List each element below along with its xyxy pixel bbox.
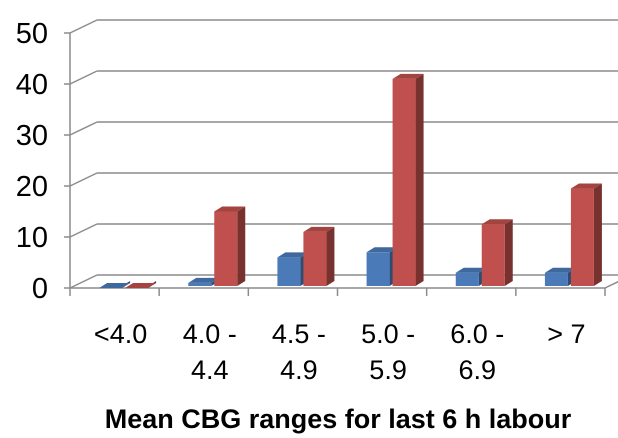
x-tick-label: 6.0 -6.9	[450, 319, 504, 385]
bar	[570, 183, 602, 286]
x-axis: <4.0 4.0 -4.4 4.5 -4.9 5.0 -5.9 6.0 -6.9 > 7	[94, 319, 586, 385]
x-tick-label: > 7	[547, 319, 585, 349]
bar	[392, 73, 424, 287]
y-tick-label: 20	[16, 171, 48, 203]
bar	[214, 206, 246, 286]
gridline-side	[69, 223, 98, 238]
x-tick-label: 5.0 -5.9	[361, 319, 415, 385]
x-tick-label: 4.0 -4.4	[183, 319, 237, 385]
x-axis-title: Mean CBG ranges for last 6 h labour	[105, 404, 572, 434]
y-tick-label: 50	[16, 18, 48, 50]
grid	[64, 19, 618, 296]
gridline-side	[69, 19, 98, 34]
x-tick-label: 4.5 -4.9	[272, 319, 326, 385]
gridline-side	[69, 172, 98, 187]
gridline-side	[69, 121, 98, 136]
bars	[99, 73, 602, 288]
gridline-side	[69, 274, 98, 289]
bar	[481, 219, 513, 286]
y-tick-label: 0	[32, 273, 48, 305]
floor-edge	[604, 280, 618, 289]
gridline-side	[69, 70, 98, 85]
y-tick-label: 10	[16, 222, 48, 254]
bar	[303, 226, 335, 286]
bar	[99, 281, 131, 288]
bar	[125, 281, 157, 288]
y-tick-label: 30	[16, 120, 48, 152]
y-tick-label: 40	[16, 69, 48, 101]
x-tick-label: <4.0	[94, 319, 147, 349]
y-axis: 0 10 20 30 40 50	[16, 18, 48, 305]
